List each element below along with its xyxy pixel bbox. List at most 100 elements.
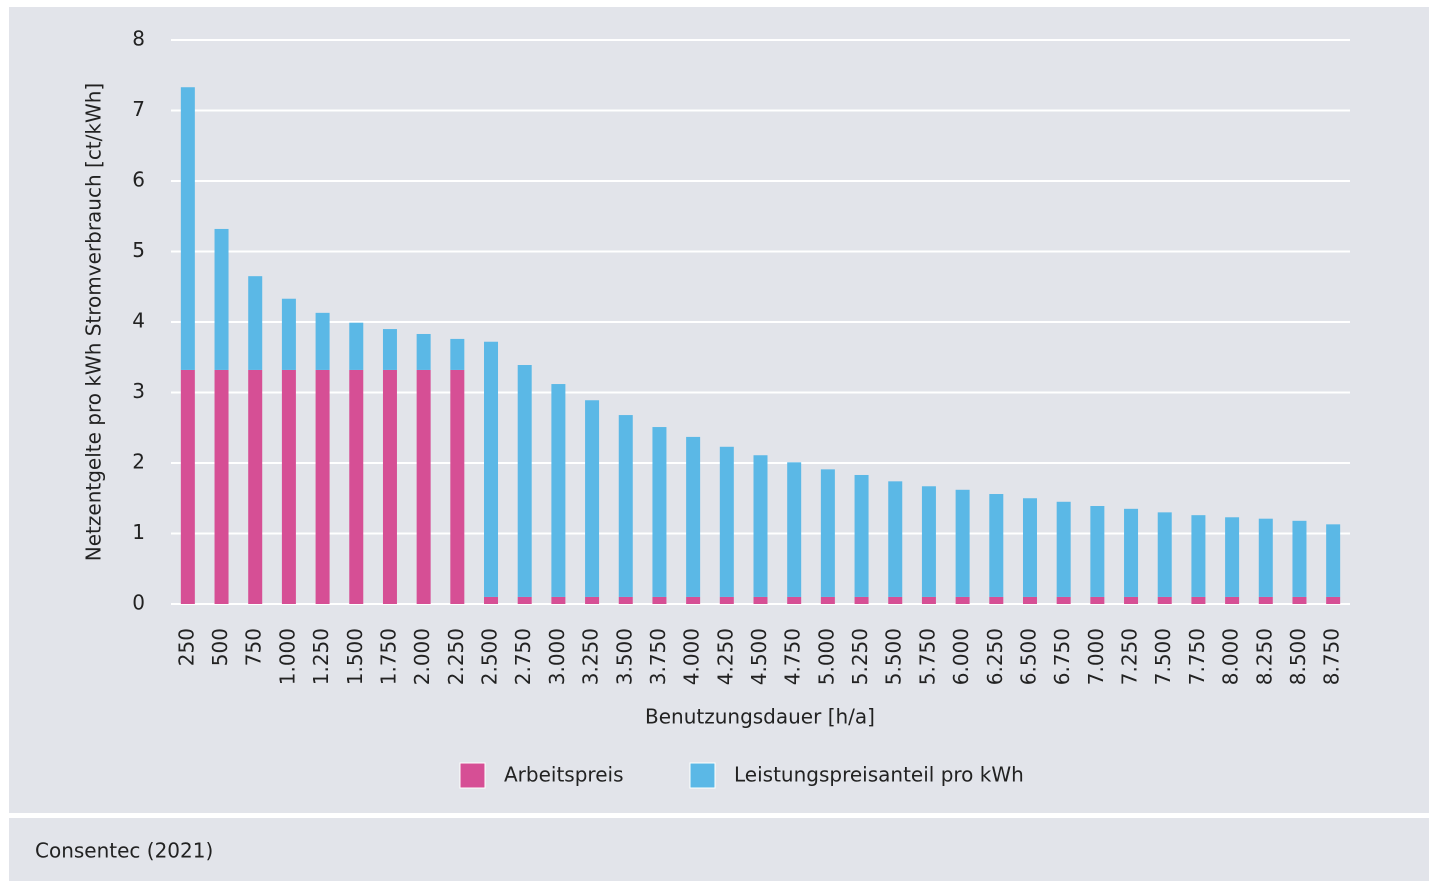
x-tick-label: 3.250 bbox=[579, 628, 603, 685]
x-tick-label: 5.500 bbox=[882, 628, 906, 685]
bar-segment bbox=[854, 474, 869, 597]
x-tick-label: 1.250 bbox=[309, 628, 333, 685]
bar-segment bbox=[618, 415, 633, 597]
y-tick-label: 4 bbox=[132, 309, 145, 333]
bar-segment bbox=[1191, 515, 1206, 597]
bar-segment bbox=[349, 322, 364, 370]
bar-segment bbox=[349, 369, 364, 604]
x-tick-label: 3.500 bbox=[612, 628, 636, 685]
x-tick-label: 6.750 bbox=[1050, 628, 1074, 685]
bar-segment bbox=[214, 369, 229, 604]
y-tick-label: 6 bbox=[132, 168, 145, 192]
bar-segment bbox=[1022, 596, 1037, 604]
bar-segment bbox=[888, 596, 903, 604]
bar-segment bbox=[1225, 517, 1240, 597]
bar-segment bbox=[1157, 512, 1172, 597]
x-tick-label: 6.000 bbox=[949, 628, 973, 685]
bar-segment bbox=[686, 596, 701, 604]
x-tick-label: 1.000 bbox=[275, 628, 299, 685]
bar-segment bbox=[820, 596, 835, 604]
x-tick-label: 2.750 bbox=[511, 628, 535, 685]
bar-segment bbox=[1326, 524, 1341, 597]
x-tick-label: 2.000 bbox=[410, 628, 434, 685]
bar-segment bbox=[281, 298, 296, 370]
x-tick-label: 3.750 bbox=[646, 628, 670, 685]
bar-segment bbox=[787, 596, 802, 604]
footer-panel bbox=[9, 818, 1429, 881]
x-tick-label: 8.000 bbox=[1219, 628, 1243, 685]
x-tick-label: 4.250 bbox=[713, 628, 737, 685]
bar-segment bbox=[753, 596, 768, 604]
source: Consentec (2021) bbox=[35, 839, 213, 863]
bar-segment bbox=[248, 276, 263, 370]
y-tick-label: 1 bbox=[132, 520, 145, 544]
x-tick-label: 7.500 bbox=[1151, 628, 1175, 685]
y-tick-label: 0 bbox=[132, 591, 145, 615]
bar-segment bbox=[382, 369, 397, 604]
bar-segment bbox=[1225, 596, 1240, 604]
x-tick-label: 1.500 bbox=[343, 628, 367, 685]
x-tick-label: 7.000 bbox=[1084, 628, 1108, 685]
x-tick-label: 5.250 bbox=[848, 628, 872, 685]
x-tick-label: 6.250 bbox=[983, 628, 1007, 685]
bar-segment bbox=[955, 489, 970, 597]
bar-segment bbox=[517, 596, 532, 604]
bar-segment bbox=[1056, 596, 1071, 604]
bar-segment bbox=[248, 369, 263, 604]
bar-segment bbox=[921, 486, 936, 597]
bar-segment bbox=[585, 400, 600, 597]
bar-segment bbox=[719, 446, 734, 597]
bar-segment bbox=[1292, 596, 1307, 604]
bar-segment bbox=[652, 596, 667, 604]
y-tick-label: 3 bbox=[132, 379, 145, 403]
x-axis-title: Benutzungsdauer [h/a] bbox=[645, 705, 875, 729]
bar-segment bbox=[753, 455, 768, 597]
x-tick-label: 6.500 bbox=[1016, 628, 1040, 685]
bar-segment bbox=[989, 494, 1004, 597]
bar-segment bbox=[517, 365, 532, 597]
bar-segment bbox=[416, 369, 431, 604]
y-tick-label: 8 bbox=[132, 27, 145, 51]
bar-segment bbox=[1022, 498, 1037, 597]
y-tick-label: 7 bbox=[132, 97, 145, 121]
bar-segment bbox=[921, 596, 936, 604]
bar-segment bbox=[1056, 501, 1071, 597]
bar-segment bbox=[719, 596, 734, 604]
y-tick-label: 5 bbox=[132, 238, 145, 262]
chart-panel bbox=[9, 7, 1429, 813]
bar-segment bbox=[281, 369, 296, 604]
x-tick-label: 5.000 bbox=[814, 628, 838, 685]
x-tick-label: 1.750 bbox=[376, 628, 400, 685]
bar-segment bbox=[1124, 508, 1139, 597]
bar-segment bbox=[1090, 506, 1105, 597]
x-tick-label: 250 bbox=[174, 628, 198, 666]
bar-segment bbox=[585, 596, 600, 604]
bar-segment bbox=[416, 333, 431, 370]
bar-segment bbox=[888, 481, 903, 597]
bar-segment bbox=[551, 596, 566, 604]
bar-segment bbox=[854, 596, 869, 604]
legend-swatch bbox=[689, 762, 716, 789]
bar-segment bbox=[315, 369, 330, 604]
x-tick-label: 4.750 bbox=[781, 628, 805, 685]
bar-segment bbox=[1258, 596, 1273, 604]
x-tick-label: 500 bbox=[208, 628, 232, 666]
bar-segment bbox=[989, 596, 1004, 604]
x-tick-label: 8.500 bbox=[1286, 628, 1310, 685]
bar-segment bbox=[214, 228, 229, 370]
bar-segment bbox=[652, 427, 667, 597]
x-tick-label: 7.250 bbox=[1118, 628, 1142, 685]
bar-segment bbox=[1292, 520, 1307, 597]
bar-segment bbox=[382, 329, 397, 370]
bar-segment bbox=[315, 312, 330, 370]
x-tick-label: 2.250 bbox=[444, 628, 468, 685]
x-tick-label: 5.750 bbox=[915, 628, 939, 685]
x-tick-label: 2.500 bbox=[478, 628, 502, 685]
legend-label: Leistungspreisanteil pro kWh bbox=[734, 763, 1024, 787]
bar-segment bbox=[955, 596, 970, 604]
legend-label: Arbeitspreis bbox=[504, 763, 623, 787]
legend-swatch bbox=[459, 762, 486, 789]
x-tick-label: 750 bbox=[242, 628, 266, 666]
x-tick-label: 4.500 bbox=[747, 628, 771, 685]
bar-segment bbox=[1191, 596, 1206, 604]
